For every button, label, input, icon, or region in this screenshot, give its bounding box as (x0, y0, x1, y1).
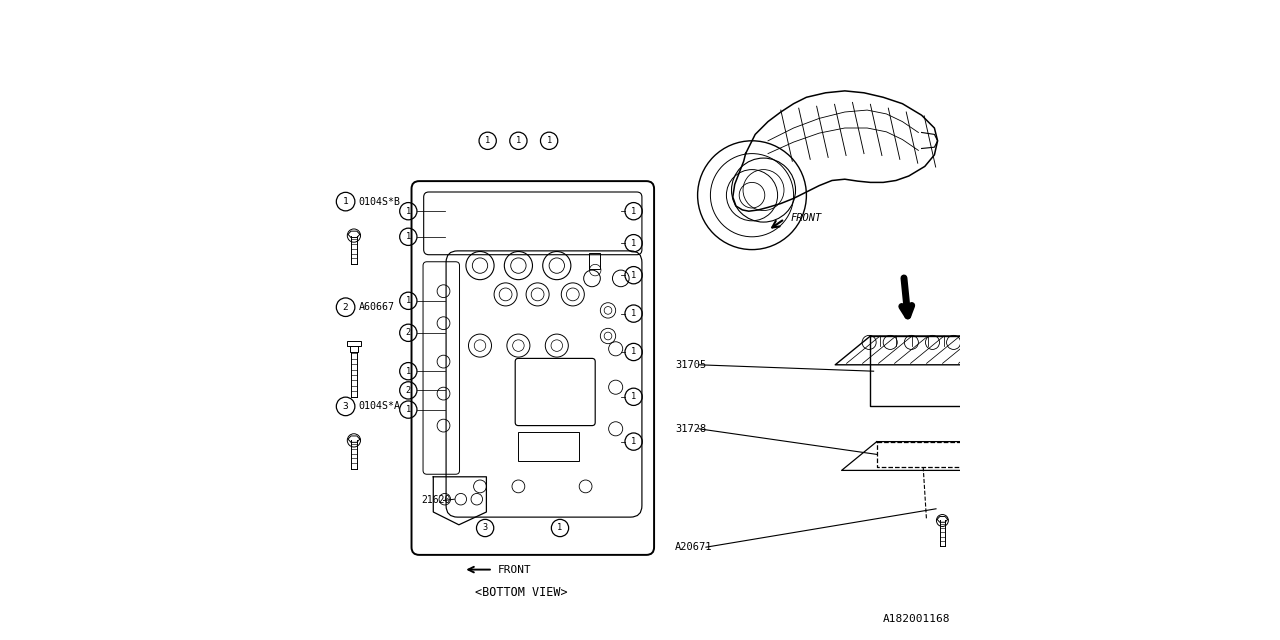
Text: 31705: 31705 (676, 360, 707, 370)
Bar (347, 340, 361, 346)
Text: 1: 1 (557, 524, 563, 532)
Text: 21620: 21620 (421, 495, 451, 506)
Text: 1: 1 (406, 367, 411, 376)
Text: 1: 1 (631, 207, 636, 216)
Bar (589, 253, 600, 269)
Text: 2: 2 (406, 328, 411, 337)
Text: 0104S*A: 0104S*A (358, 401, 401, 412)
Text: 1: 1 (406, 207, 411, 216)
Text: 1: 1 (631, 309, 636, 318)
Text: A182001168: A182001168 (883, 614, 950, 624)
Text: FRONT: FRONT (791, 212, 822, 223)
Text: A60667: A60667 (358, 302, 394, 312)
Text: 3: 3 (483, 524, 488, 532)
Text: 1: 1 (485, 136, 490, 145)
Text: 1: 1 (406, 296, 411, 305)
Text: FRONT: FRONT (498, 564, 531, 575)
Bar (351, 346, 357, 351)
Text: 1: 1 (406, 405, 411, 414)
Text: 1: 1 (343, 197, 348, 206)
Text: 3: 3 (343, 402, 348, 411)
Text: 1: 1 (631, 392, 636, 401)
Text: 1: 1 (631, 239, 636, 248)
Text: 1: 1 (547, 136, 552, 145)
Text: A20671: A20671 (676, 542, 713, 552)
Text: 1: 1 (406, 232, 411, 241)
Text: 31728: 31728 (676, 424, 707, 434)
Text: <BOTTOM VIEW>: <BOTTOM VIEW> (475, 586, 568, 598)
Text: 1: 1 (516, 136, 521, 145)
Text: 2: 2 (343, 303, 348, 312)
Text: 1: 1 (631, 348, 636, 356)
Text: 1: 1 (631, 437, 636, 446)
Text: 2: 2 (406, 386, 411, 395)
Text: 1: 1 (631, 271, 636, 280)
Bar (518, 432, 580, 461)
Text: 0104S*B: 0104S*B (358, 196, 401, 207)
